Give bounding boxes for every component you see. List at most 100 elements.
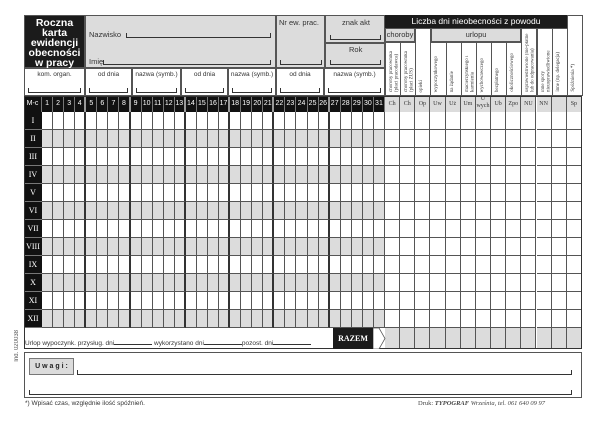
day-cell[interactable] [263, 220, 275, 238]
day-cell[interactable] [329, 148, 341, 166]
absence-cell[interactable] [491, 292, 507, 310]
absence-cell[interactable] [521, 202, 537, 220]
day-cell[interactable] [64, 238, 76, 256]
day-cell[interactable] [207, 220, 220, 238]
day-cell[interactable] [119, 112, 131, 130]
day-cell[interactable] [318, 202, 330, 220]
day-cell[interactable] [53, 292, 65, 310]
absence-cell[interactable] [415, 112, 431, 130]
day-cell[interactable] [75, 130, 87, 148]
day-cell[interactable] [351, 184, 363, 202]
absence-cell[interactable] [385, 274, 401, 292]
day-cell[interactable] [340, 130, 352, 148]
day-cell[interactable] [285, 148, 297, 166]
day-cell[interactable] [263, 166, 275, 184]
employee-no-field[interactable] [280, 60, 322, 65]
day-cell[interactable] [230, 238, 242, 256]
absence-cell[interactable] [536, 274, 552, 292]
day-cell[interactable] [274, 220, 286, 238]
absence-cell[interactable] [521, 256, 537, 274]
day-cell[interactable] [219, 166, 231, 184]
absence-cell[interactable] [551, 292, 567, 310]
day-cell[interactable] [64, 130, 76, 148]
absence-cell[interactable] [551, 310, 567, 328]
absence-cell[interactable] [460, 310, 476, 328]
day-cell[interactable] [307, 112, 319, 130]
day-cell[interactable] [97, 184, 109, 202]
absence-cell[interactable] [400, 166, 416, 184]
absence-cell[interactable] [491, 238, 507, 256]
absence-cell[interactable] [566, 112, 582, 130]
absence-cell[interactable] [385, 202, 401, 220]
day-cell[interactable] [219, 148, 231, 166]
day-cell[interactable] [318, 220, 330, 238]
day-cell[interactable] [163, 184, 175, 202]
absence-cell[interactable] [445, 130, 461, 148]
day-cell[interactable] [285, 238, 297, 256]
absence-cell[interactable] [385, 112, 401, 130]
day-cell[interactable] [252, 292, 264, 310]
day-cell[interactable] [274, 202, 286, 220]
file-sign-field[interactable] [330, 35, 381, 40]
day-cell[interactable] [351, 130, 363, 148]
day-cell[interactable] [263, 310, 275, 328]
day-cell[interactable] [196, 202, 208, 220]
absence-cell[interactable] [506, 184, 522, 202]
day-cell[interactable] [42, 202, 54, 220]
day-cell[interactable] [130, 148, 142, 166]
day-cell[interactable] [219, 274, 231, 292]
day-cell[interactable] [86, 238, 98, 256]
day-cell[interactable] [263, 238, 275, 256]
day-cell[interactable] [207, 292, 220, 310]
absence-cell[interactable] [491, 202, 507, 220]
absence-cell[interactable] [475, 148, 492, 166]
day-cell[interactable] [219, 202, 231, 220]
day-cell[interactable] [119, 274, 131, 292]
day-cell[interactable] [340, 112, 352, 130]
absence-cell[interactable] [385, 220, 401, 238]
day-cell[interactable] [362, 184, 374, 202]
day-cell[interactable] [263, 112, 275, 130]
absence-cell[interactable] [430, 130, 446, 148]
absence-cell[interactable] [536, 112, 552, 130]
absence-cell[interactable] [551, 274, 567, 292]
day-cell[interactable] [64, 292, 76, 310]
total-cell[interactable] [415, 328, 431, 349]
absence-cell[interactable] [475, 130, 492, 148]
day-cell[interactable] [307, 148, 319, 166]
day-cell[interactable] [219, 220, 231, 238]
day-cell[interactable] [230, 274, 242, 292]
day-cell[interactable] [351, 256, 363, 274]
day-cell[interactable] [351, 112, 363, 130]
day-cell[interactable] [207, 112, 220, 130]
day-cell[interactable] [196, 166, 208, 184]
day-cell[interactable] [75, 112, 87, 130]
day-cell[interactable] [252, 184, 264, 202]
day-cell[interactable] [97, 148, 109, 166]
day-cell[interactable] [108, 256, 120, 274]
day-cell[interactable] [373, 184, 385, 202]
day-cell[interactable] [86, 184, 98, 202]
day-cell[interactable] [285, 220, 297, 238]
absence-cell[interactable] [430, 166, 446, 184]
day-cell[interactable] [296, 310, 308, 328]
absence-cell[interactable] [521, 238, 537, 256]
absence-cell[interactable] [521, 220, 537, 238]
day-cell[interactable] [163, 166, 175, 184]
absence-cell[interactable] [430, 292, 446, 310]
day-cell[interactable] [42, 148, 54, 166]
day-cell[interactable] [340, 292, 352, 310]
day-cell[interactable] [329, 274, 341, 292]
absence-cell[interactable] [445, 292, 461, 310]
day-cell[interactable] [241, 274, 253, 292]
day-cell[interactable] [241, 292, 253, 310]
absence-cell[interactable] [445, 274, 461, 292]
absence-cell[interactable] [415, 202, 431, 220]
absence-cell[interactable] [400, 310, 416, 328]
day-cell[interactable] [252, 166, 264, 184]
day-cell[interactable] [329, 112, 341, 130]
absence-cell[interactable] [445, 112, 461, 130]
day-cell[interactable] [274, 112, 286, 130]
day-cell[interactable] [351, 220, 363, 238]
day-cell[interactable] [362, 310, 374, 328]
